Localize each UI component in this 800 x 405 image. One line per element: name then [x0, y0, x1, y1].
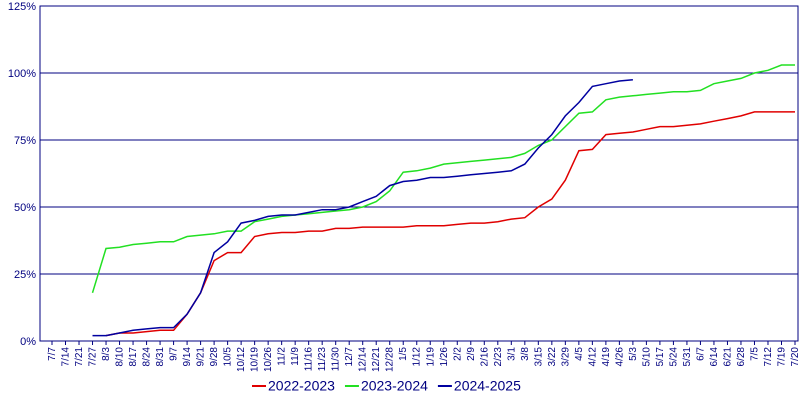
y-tick-label: 75%	[14, 135, 36, 147]
x-tick-label: 3/1	[506, 347, 517, 361]
x-tick-label: 6/21	[722, 347, 733, 367]
y-tick-label: 25%	[14, 269, 36, 281]
x-tick-label: 2/9	[466, 347, 477, 361]
x-tick-label: 10/12	[236, 347, 247, 372]
x-tick-label: 5/24	[668, 347, 679, 367]
x-tick-label: 6/7	[695, 347, 706, 361]
x-tick-label: 7/27	[88, 347, 99, 367]
x-tick-label: 1/26	[439, 347, 450, 367]
x-tick-label: 11/9	[290, 347, 301, 366]
legend-label: 2022-2023	[268, 378, 335, 394]
x-tick-label: 4/5	[574, 347, 585, 361]
x-tick-label: 1/12	[412, 347, 423, 367]
x-tick-label: 7/12	[763, 347, 774, 367]
x-tick-label: 5/17	[655, 347, 666, 367]
x-tick-label: 6/28	[736, 347, 747, 367]
y-tick-label: 0%	[20, 336, 36, 348]
x-tick-label: 7/19	[776, 347, 787, 367]
legend-label: 2023-2024	[361, 378, 428, 394]
x-tick-label: 6/14	[709, 347, 720, 367]
x-tick-label: 7/20	[790, 347, 800, 367]
x-tick-label: 4/12	[587, 347, 598, 367]
x-tick-label: 7/5	[749, 347, 760, 361]
x-tick-label: 4/26	[614, 347, 625, 367]
y-tick-label: 125%	[8, 1, 36, 13]
x-tick-label: 5/31	[682, 347, 693, 367]
x-tick-label: 5/3	[628, 347, 639, 361]
x-tick-label: 11/16	[304, 347, 315, 372]
x-tick-label: 3/15	[533, 347, 544, 367]
x-tick-label: 11/23	[317, 347, 328, 372]
x-tick-label: 12/14	[358, 347, 369, 372]
x-tick-label: 9/28	[209, 347, 220, 367]
legend-label: 2024-2025	[454, 378, 521, 394]
x-tick-label: 2/23	[493, 347, 504, 367]
x-tick-label: 10/26	[263, 347, 274, 372]
y-tick-label: 50%	[14, 202, 36, 214]
x-tick-label: 10/19	[250, 347, 261, 372]
x-tick-label: 5/10	[641, 347, 652, 367]
x-tick-label: 11/30	[331, 347, 342, 372]
x-tick-label: 12/21	[371, 347, 382, 372]
series-line	[92, 78, 633, 337]
x-tick-label: 1/19	[425, 347, 436, 367]
x-tick-label: 7/14	[61, 347, 72, 367]
x-tick-label: 1/5	[398, 347, 409, 361]
x-tick-label: 8/31	[155, 347, 166, 367]
x-tick-label: 12/28	[385, 347, 396, 372]
x-tick-label: 9/21	[196, 347, 207, 367]
x-tick-label: 7/7	[47, 347, 58, 361]
x-tick-label: 2/2	[452, 347, 463, 361]
series-line	[105, 111, 795, 337]
x-tick-label: 7/21	[74, 347, 85, 367]
x-tick-label: 4/19	[601, 347, 612, 367]
x-tick-label: 8/10	[115, 347, 126, 367]
x-tick-label: 3/22	[547, 347, 558, 367]
x-tick-label: 2/16	[479, 347, 490, 367]
x-tick-label: 8/24	[142, 347, 153, 367]
x-tick-label: 8/3	[101, 347, 112, 361]
x-tick-label: 3/29	[560, 347, 571, 367]
x-tick-label: 12/7	[344, 347, 355, 367]
x-tick-label: 9/14	[182, 347, 193, 367]
x-tick-label: 8/17	[128, 347, 139, 367]
x-tick-label: 10/5	[223, 347, 234, 367]
x-tick-label: 11/2	[277, 347, 288, 366]
series-line	[91, 64, 795, 294]
plot-area	[39, 5, 799, 342]
y-tick-label: 100%	[8, 68, 36, 80]
x-tick-label: 3/8	[520, 347, 531, 361]
x-tick-label: 9/7	[169, 347, 180, 361]
